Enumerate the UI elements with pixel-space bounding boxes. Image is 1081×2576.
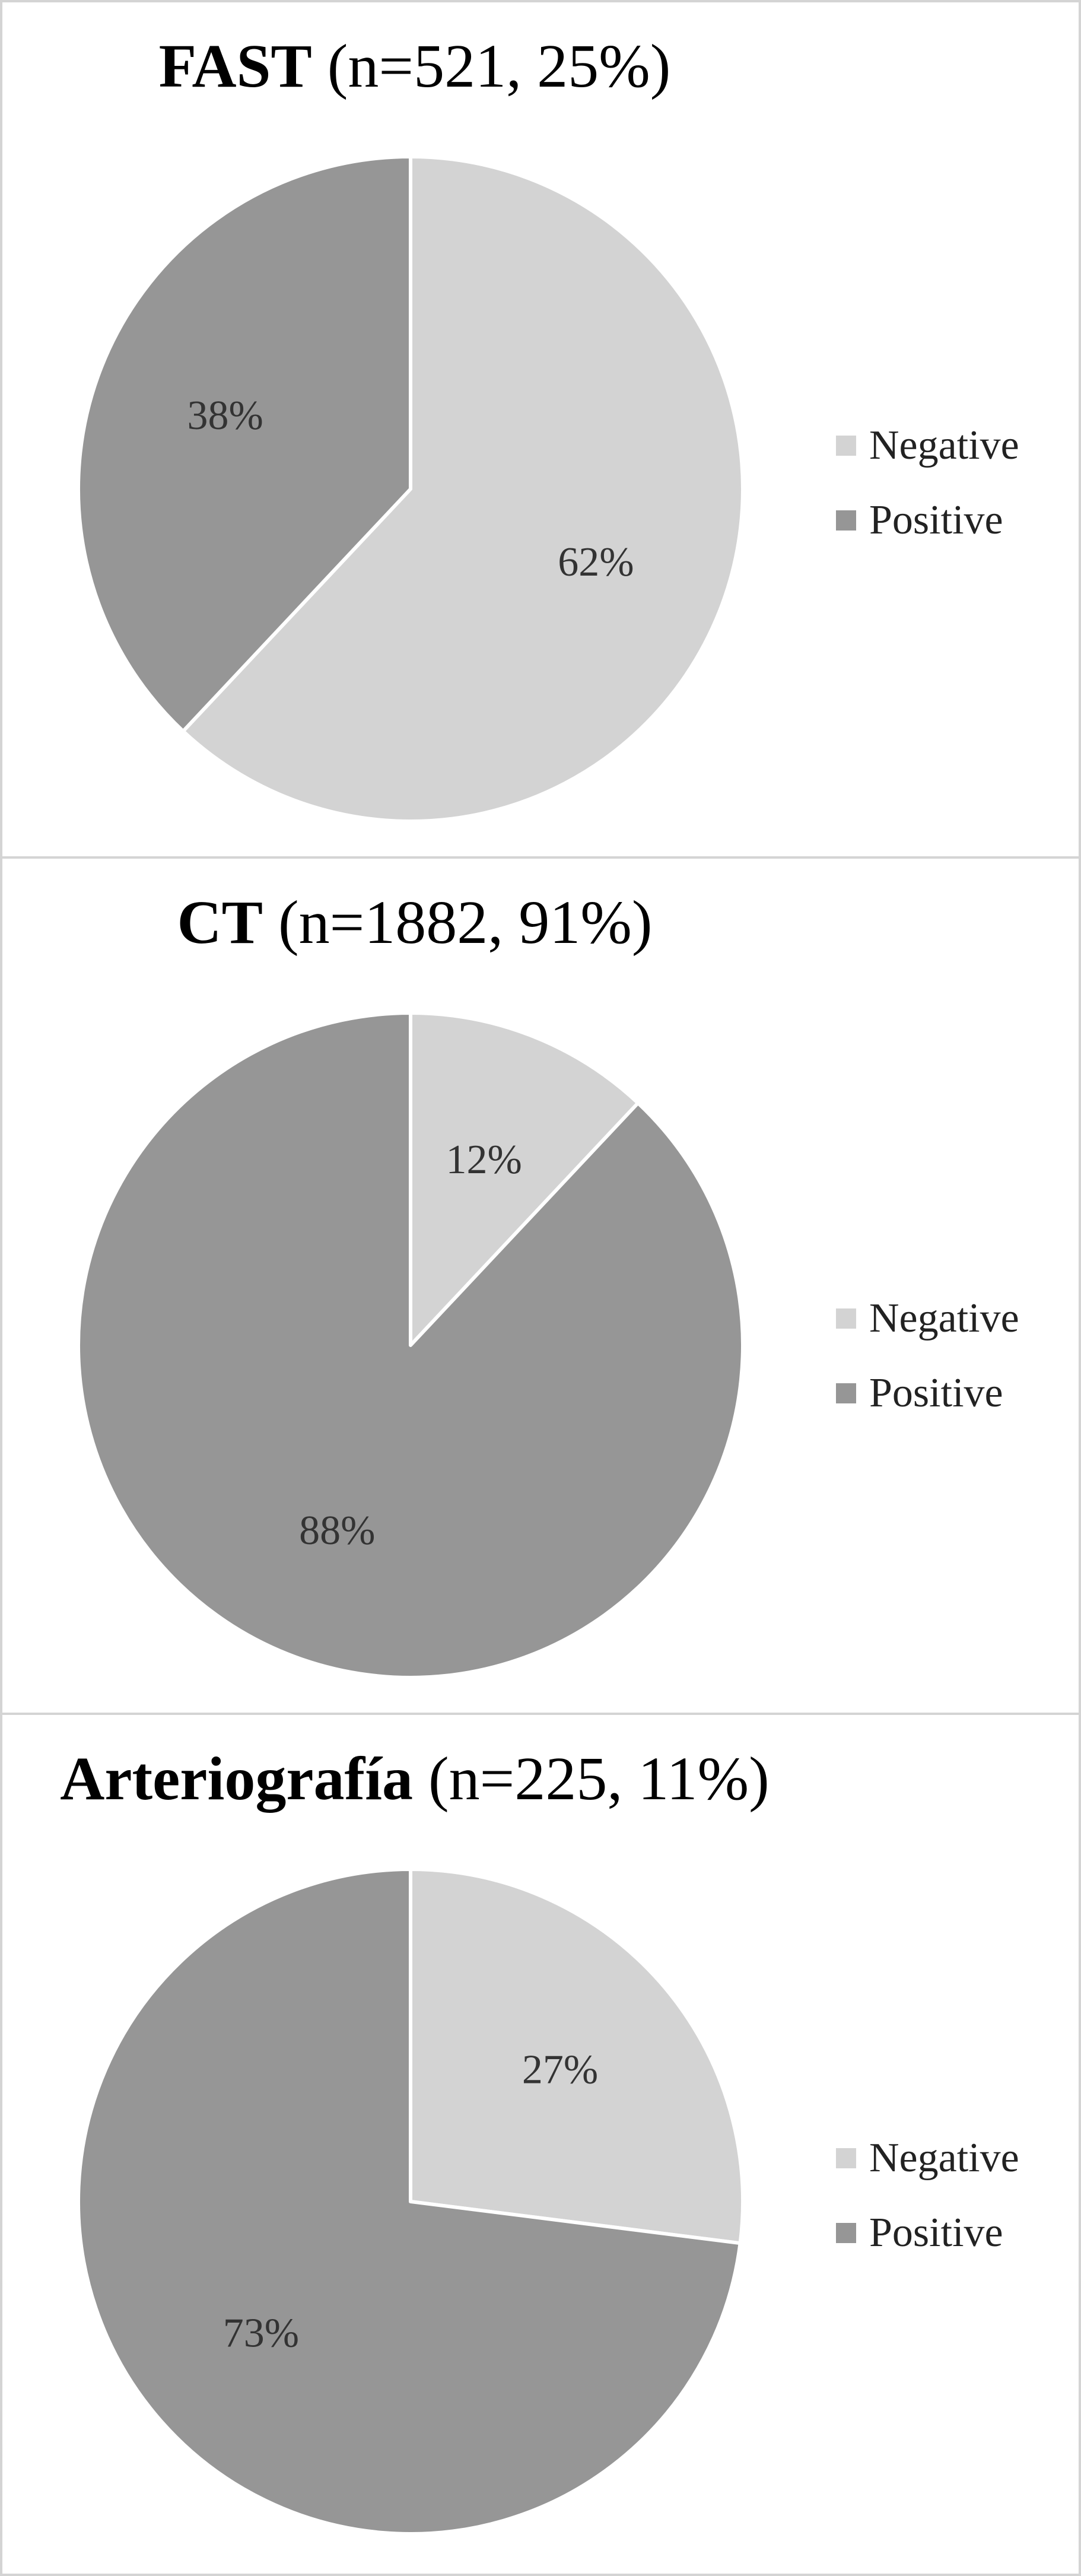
- chart-subtitle: (n=225, 11%): [428, 1745, 770, 1813]
- slice-label-positive: 73%: [223, 2311, 299, 2356]
- pie-slice-negative: [409, 1011, 640, 1347]
- chart-title-main: FAST: [158, 32, 312, 100]
- chart-legend: Negative Positive: [836, 2137, 1019, 2287]
- chart-title-main: CT: [177, 888, 263, 957]
- chart-subtitle: (n=521, 25%): [327, 32, 671, 100]
- legend-swatch-positive: [836, 1383, 856, 1403]
- chart-title-main: Arteriografía: [60, 1745, 414, 1813]
- slice-label-positive: 38%: [187, 393, 263, 439]
- legend-item-positive: Positive: [836, 500, 1019, 541]
- chart-title: Arteriografía (n=225, 11%): [2, 1743, 827, 1815]
- slice-label-negative: 12%: [446, 1137, 522, 1183]
- pie-chart-panel-ct: CT (n=1882, 91%) 12% 88% Negative Positiv…: [0, 856, 1081, 1715]
- legend-item-negative: Negative: [836, 1298, 1019, 1339]
- legend-item-positive: Positive: [836, 1373, 1019, 1414]
- pie-slice-negative: [181, 155, 745, 823]
- chart-title: CT (n=1882, 91%): [2, 887, 827, 958]
- legend-swatch-negative: [836, 1308, 856, 1329]
- chart-legend: Negative Positive: [836, 1298, 1019, 1447]
- legend-swatch-negative: [836, 2148, 856, 2168]
- legend-item-positive: Positive: [836, 2212, 1019, 2254]
- slice-label-negative: 62%: [558, 539, 634, 585]
- legend-item-negative: Negative: [836, 425, 1019, 466]
- pie-slice-positive: [77, 1011, 745, 1679]
- legend-swatch-positive: [836, 2223, 856, 2243]
- slice-label-negative: 27%: [522, 2047, 598, 2092]
- legend-label-positive: Positive: [869, 497, 1003, 543]
- legend-swatch-negative: [836, 436, 856, 456]
- pie-slice-positive: [77, 155, 412, 733]
- legend-label-negative: Negative: [869, 2135, 1019, 2181]
- legend-swatch-positive: [836, 510, 856, 531]
- chart-subtitle: (n=1882, 91%): [278, 888, 653, 957]
- pie-chart-panel-fast: FAST (n=521, 25%) 62% 38% Negative Positi…: [0, 0, 1081, 859]
- legend-label-negative: Negative: [869, 423, 1019, 468]
- legend-label-negative: Negative: [869, 1295, 1019, 1341]
- legend-item-negative: Negative: [836, 2137, 1019, 2179]
- pie-slice-negative: [409, 1867, 745, 2245]
- slice-label-positive: 88%: [299, 1508, 375, 1554]
- pie-chart: 12% 88%: [77, 1011, 745, 1679]
- pie-chart: 27% 73%: [77, 1867, 745, 2536]
- chart-legend: Negative Positive: [836, 425, 1019, 574]
- legend-label-positive: Positive: [869, 1370, 1003, 1416]
- legend-label-positive: Positive: [869, 2210, 1003, 2256]
- chart-title: FAST (n=521, 25%): [2, 31, 827, 102]
- pie-slice-positive: [77, 1867, 742, 2536]
- pie-chart: 62% 38%: [77, 155, 745, 823]
- pie-chart-panel-arteriografia: Arteriografía (n=225, 11%) 27% 73% Negati…: [0, 1713, 1081, 2576]
